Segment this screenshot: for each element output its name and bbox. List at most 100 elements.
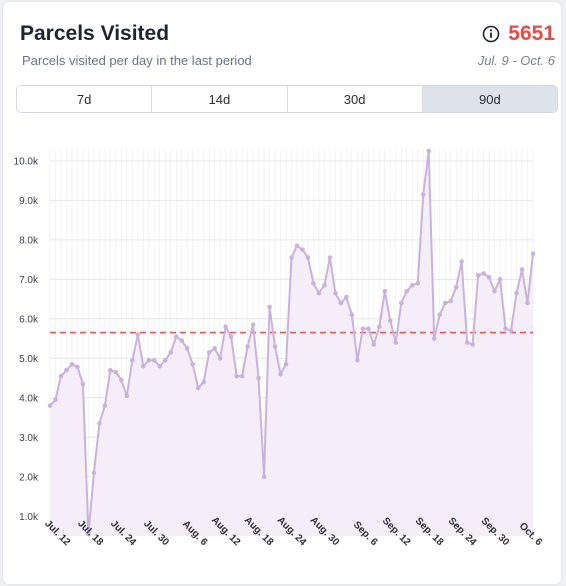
total-summary: 5651 <box>482 22 555 46</box>
data-point <box>486 275 492 280</box>
data-point <box>97 421 102 426</box>
data-point <box>217 355 223 361</box>
parcels-line-chart: 1.0k 2.0k 3.0k 4.0k 5.0k 6.0k 7.0k 8.0k 9.0k 10.0… <box>14 148 544 548</box>
data-point <box>86 531 91 537</box>
data-point <box>316 290 322 296</box>
data-point <box>201 379 206 385</box>
data-point <box>151 357 157 363</box>
data-point <box>382 288 388 294</box>
data-point <box>459 259 464 264</box>
data-point <box>212 346 217 351</box>
data-point <box>75 364 80 370</box>
data-point <box>508 328 514 333</box>
y-tick-label: 4.0k <box>19 393 39 404</box>
y-tick-label: 1.0k <box>19 512 39 523</box>
data-point <box>338 300 344 306</box>
card-subtitle: Parcels visited per day in the last peri… <box>22 53 252 68</box>
data-point <box>442 300 448 306</box>
data-point <box>525 300 530 306</box>
data-point <box>157 363 163 369</box>
data-point <box>184 346 190 351</box>
data-point <box>514 290 519 296</box>
data-point <box>64 367 69 373</box>
y-tick-label: 3.0k <box>19 433 39 444</box>
data-point <box>431 336 437 341</box>
data-point <box>530 251 536 256</box>
data-point <box>113 369 119 375</box>
data-point <box>179 338 185 343</box>
data-point <box>503 326 508 331</box>
series-area <box>50 150 533 536</box>
data-point <box>371 342 377 347</box>
data-point <box>47 403 53 408</box>
data-point <box>234 373 239 379</box>
data-point <box>464 340 470 345</box>
tab-90d[interactable]: 90d <box>422 86 557 112</box>
y-tick-label: 8.0k <box>19 235 39 246</box>
data-point <box>470 342 475 347</box>
data-point <box>311 280 316 286</box>
data-point <box>58 373 64 379</box>
parcels-visited-card: Parcels Visited Parcels visited per day … <box>3 2 561 584</box>
data-point <box>322 282 327 288</box>
data-point <box>173 334 179 339</box>
data-point <box>415 280 421 286</box>
data-point <box>377 324 382 330</box>
data-point <box>250 322 256 328</box>
data-point <box>420 192 426 197</box>
total-value: 5651 <box>508 22 555 45</box>
data-point <box>135 332 141 337</box>
data-point <box>289 255 294 260</box>
data-point <box>130 357 135 363</box>
data-point <box>195 385 201 391</box>
data-point <box>448 298 453 304</box>
data-point <box>305 255 311 260</box>
data-point <box>91 470 97 476</box>
data-point <box>453 284 459 290</box>
data-point <box>519 267 525 272</box>
data-point <box>475 273 481 278</box>
y-tick-label: 10.0k <box>14 156 39 167</box>
tab-30d[interactable]: 30d <box>287 86 423 112</box>
data-point <box>119 377 124 383</box>
data-point <box>146 357 152 363</box>
data-point <box>267 304 272 310</box>
data-point <box>102 403 108 408</box>
data-point <box>492 288 497 294</box>
data-point <box>190 361 196 367</box>
tab-14d[interactable]: 14d <box>152 86 288 112</box>
data-point <box>141 363 146 369</box>
data-point <box>344 294 349 300</box>
data-point <box>393 340 399 345</box>
data-point <box>168 350 174 355</box>
tab-7d[interactable]: 7d <box>17 86 153 112</box>
data-point <box>228 334 234 339</box>
data-point <box>162 357 168 363</box>
data-point <box>256 375 261 381</box>
data-point <box>206 350 212 355</box>
y-tick-label: 7.0k <box>19 275 39 286</box>
y-tick-label: 2.0k <box>19 472 39 483</box>
data-point <box>294 243 300 249</box>
data-point <box>327 255 333 260</box>
data-point <box>404 288 410 294</box>
data-point <box>261 474 267 480</box>
data-point <box>426 148 432 154</box>
data-point <box>481 271 486 276</box>
data-point <box>349 312 355 318</box>
y-tick-label: 9.0k <box>19 196 39 207</box>
data-point <box>497 277 503 282</box>
date-range: Jul. 9 - Oct. 6 <box>477 53 555 68</box>
data-point <box>278 371 283 377</box>
data-point <box>387 318 393 324</box>
data-point <box>300 247 305 252</box>
data-point <box>272 344 278 349</box>
data-point <box>108 367 113 373</box>
data-point <box>409 282 415 288</box>
data-point <box>124 393 130 399</box>
data-point <box>437 312 442 318</box>
data-point <box>283 361 289 367</box>
info-circle-icon[interactable] <box>482 25 500 43</box>
data-point <box>333 290 338 296</box>
data-point <box>223 324 228 330</box>
